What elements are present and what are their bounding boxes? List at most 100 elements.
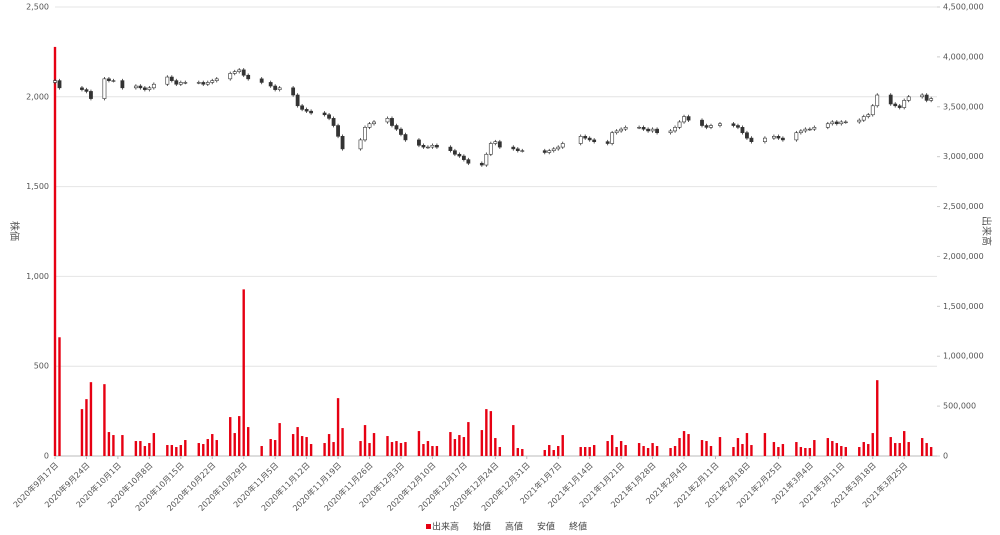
candle-body (682, 116, 686, 123)
volume-bar (399, 443, 403, 456)
volume-bar (799, 447, 803, 456)
candle-body (780, 137, 785, 141)
candle-body (866, 114, 871, 117)
legend: 出来高 始値 高値 安値 終値 (426, 521, 587, 533)
volume-bar (687, 434, 690, 456)
volume-bar (238, 416, 241, 456)
candle-body (798, 130, 803, 134)
candle-body (834, 121, 839, 125)
candle-body (169, 76, 174, 81)
volume-bar (907, 442, 910, 456)
volume-bar (404, 442, 407, 456)
volume-bar (363, 425, 367, 456)
volume-bar (184, 440, 187, 456)
volume-bar (291, 434, 295, 456)
volume-bar (390, 442, 394, 456)
candle-body (637, 127, 642, 129)
y2-tick-label: 3,500,000 (943, 102, 984, 111)
volume-bar (592, 445, 596, 456)
volume-bar (273, 440, 277, 456)
volume-bar (651, 443, 654, 456)
volume-bar (278, 423, 281, 456)
y2-tick-label: 1,000,000 (943, 352, 984, 361)
volume-bar (732, 447, 735, 456)
candle-body (839, 121, 844, 125)
y2-tick-label: 500,000 (943, 402, 976, 411)
volume-bar (772, 442, 776, 456)
volume-bar (655, 446, 659, 456)
y2-tick-label: 1,500,000 (943, 302, 984, 311)
candle-body (650, 128, 655, 132)
candle-body (897, 105, 902, 108)
candle-body (336, 125, 340, 137)
candle-body (556, 146, 561, 150)
candle-body (704, 125, 709, 128)
y-tick-label: 1,000 (26, 272, 49, 281)
candle-body (340, 136, 345, 150)
candle-body (875, 94, 880, 107)
volume-bar (781, 444, 785, 456)
candle-body (740, 127, 745, 134)
candle-body (372, 121, 376, 125)
volume-bar (543, 450, 546, 456)
candle-body (605, 141, 610, 144)
volume-bar (516, 448, 519, 456)
candle-body (174, 80, 179, 85)
volume-bar (206, 439, 209, 456)
candle-body (861, 116, 866, 121)
volume-bar (143, 446, 147, 456)
volume-bar (700, 440, 704, 456)
volume-bar (804, 448, 807, 456)
candle-body (655, 128, 659, 134)
candle-body (133, 85, 138, 89)
y2-tick-label: 3,000,000 (943, 152, 984, 161)
volume-bar (826, 438, 830, 456)
candle-body (430, 144, 435, 148)
candle-body (426, 146, 430, 149)
candle-body (700, 119, 704, 126)
legend-marker (426, 524, 431, 529)
candle-body (452, 150, 457, 155)
volume-bar (615, 447, 618, 456)
candle-body (228, 73, 233, 80)
candle-body (259, 78, 264, 83)
volume-bar (795, 442, 798, 456)
candle-body (888, 94, 893, 105)
volume-bar (835, 443, 839, 456)
volume-bar (624, 445, 627, 456)
volume-bar (148, 443, 151, 456)
volume-bar (426, 441, 430, 456)
candle-body (151, 83, 156, 89)
candle-body (825, 123, 830, 128)
y-tick-label: 500 (34, 362, 49, 371)
volume-bar (871, 433, 874, 456)
candle-body (399, 128, 403, 135)
volume-bar (557, 446, 560, 456)
candle-body (111, 80, 116, 82)
candle-body (812, 127, 817, 130)
candle-body (421, 144, 426, 148)
candle-body (497, 141, 502, 148)
volume-bar (903, 431, 906, 456)
volume-bar (462, 437, 466, 456)
volume-bar (242, 289, 245, 456)
candle-body (214, 78, 219, 81)
candle-body (435, 144, 439, 148)
volume-bar (610, 435, 614, 456)
candle-body (488, 143, 493, 155)
legend-label: 始値 (473, 521, 491, 533)
volume-bar (179, 445, 183, 456)
candle-body (237, 69, 242, 72)
candle-body (232, 71, 237, 74)
candle-body (291, 87, 296, 96)
volume-bar (233, 433, 236, 456)
volume-bar (579, 447, 582, 456)
volume-bar (920, 438, 924, 456)
volume-bar (467, 422, 470, 456)
volume-bar (889, 437, 892, 456)
volume-bar (925, 443, 928, 456)
volume-bar (844, 447, 847, 456)
candle-body (304, 109, 309, 112)
candle-body (165, 76, 170, 85)
